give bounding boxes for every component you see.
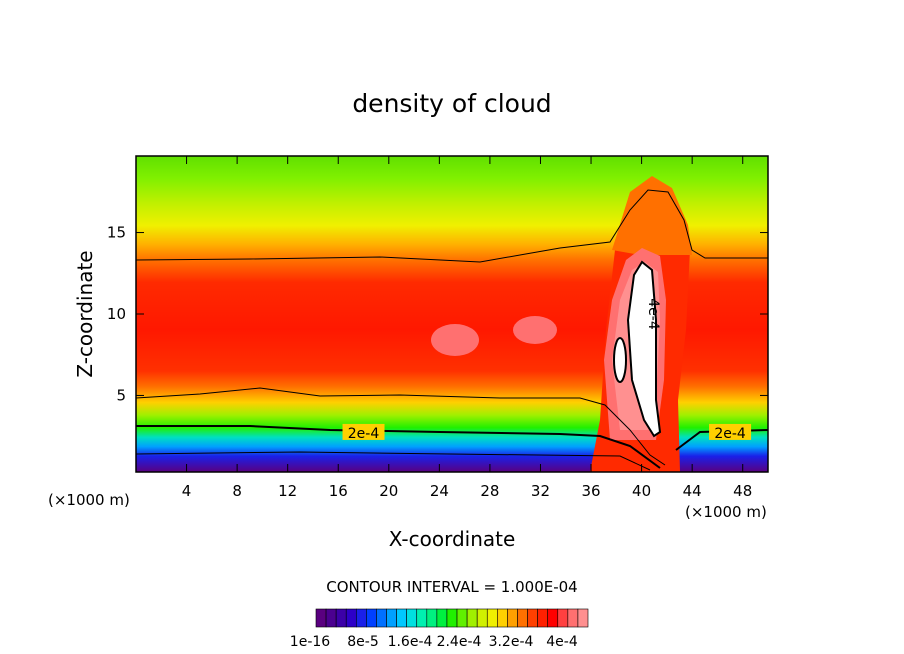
- contour-line-base: [136, 451, 651, 471]
- x-tick-label: 40: [632, 482, 651, 500]
- x-tick-label: 8: [232, 482, 242, 500]
- colorbar-swatch: [486, 608, 498, 628]
- colorbar-swatch: [396, 608, 407, 628]
- x-tick-label: 16: [329, 482, 348, 500]
- x-tick-label: 20: [379, 482, 398, 500]
- x-axis-unit-right: (×1000 m): [685, 503, 767, 521]
- x-tick-label: 12: [278, 482, 297, 500]
- x-tick-label: 4: [182, 482, 192, 500]
- contour-labels: 2e-4 2e-4 4e-4: [342, 298, 752, 442]
- colorbar-swatch: [355, 608, 367, 628]
- colorbar: [315, 608, 589, 628]
- contour-4e-4-region: [626, 260, 662, 438]
- colorbar-tick-label: 8e-5: [347, 634, 378, 650]
- contour-line-lower: [136, 387, 666, 466]
- colorbar-swatch: [315, 608, 327, 628]
- colorbar-swatch: [517, 608, 528, 628]
- colorbar-swatch: [497, 608, 508, 628]
- colorbar-tick-label: 4e-4: [546, 634, 578, 650]
- contour-label-bg: [342, 423, 385, 440]
- y-axis-label: Z-coordinate: [73, 250, 97, 377]
- colorbar-swatch: [386, 608, 397, 628]
- colorbar-swatch: [376, 608, 387, 628]
- colorbar-swatch: [476, 608, 488, 628]
- colorbar-swatch: [335, 608, 347, 628]
- colorbar-swatch: [567, 608, 579, 628]
- plot-area: [136, 156, 768, 472]
- colorbar-swatch: [325, 608, 337, 628]
- contour-interval-text: CONTOUR INTERVAL = 1.000E-04: [326, 578, 577, 596]
- colorbar-swatch: [577, 608, 589, 628]
- colorbar-tick-label: 1.6e-4: [388, 634, 433, 650]
- contour-4e-4-region: [613, 337, 627, 383]
- high-density-patch: [431, 324, 479, 356]
- colorbar-labels: 1e-16 8e-5 1.6e-4 2.4e-4 3.2e-4 4e-4: [290, 634, 578, 650]
- colorbar-swatch: [366, 608, 377, 628]
- y-axis: 5 10 15: [107, 224, 768, 404]
- colorbar-swatch: [456, 608, 468, 628]
- x-axis-label: X-coordinate: [389, 527, 516, 551]
- high-density-patch: [513, 316, 557, 344]
- contour-label: 2e-4: [714, 426, 746, 442]
- colorbar-swatch: [416, 608, 428, 628]
- colorbar-tick-label: 1e-16: [290, 634, 330, 650]
- colorbar-swatch: [436, 608, 448, 628]
- contour-label: 2e-4: [348, 426, 380, 442]
- x-tick-label: 36: [581, 482, 600, 500]
- y-tick-label: 5: [116, 386, 126, 404]
- colorbar-swatch: [345, 608, 357, 628]
- x-tick-label: 24: [430, 482, 449, 500]
- colorbar-swatch: [406, 608, 418, 628]
- colorbar-swatch: [527, 608, 538, 628]
- plume-upper-orange: [612, 176, 692, 255]
- y-tick-label: 10: [107, 305, 126, 323]
- colorbar-swatch: [466, 608, 478, 628]
- colorbar-swatch: [446, 608, 458, 628]
- colorbar-swatch: [547, 608, 559, 628]
- colorbar-tick-label: 2.4e-4: [437, 634, 482, 650]
- x-tick-label: 44: [683, 482, 702, 500]
- x-axis-unit-left: (×1000 m): [48, 491, 130, 509]
- contour-label-bg: [709, 423, 752, 440]
- colorbar-swatch: [507, 608, 518, 628]
- x-tick-label: 48: [733, 482, 752, 500]
- chart-title: density of cloud: [352, 89, 551, 118]
- contour-label: 4e-4: [645, 298, 661, 330]
- contour-line-upper: [136, 189, 768, 263]
- x-tick-label: 28: [480, 482, 499, 500]
- x-axis: 4 8 12 16 20 24 28 32 36 40 44 48: [182, 156, 752, 500]
- y-tick-label: 15: [107, 224, 126, 242]
- x-tick-label: 32: [531, 482, 550, 500]
- colorbar-swatch: [557, 608, 569, 628]
- colorbar-swatch: [537, 608, 549, 628]
- colorbar-tick-label: 3.2e-4: [489, 634, 534, 650]
- colorbar-swatch: [426, 608, 438, 628]
